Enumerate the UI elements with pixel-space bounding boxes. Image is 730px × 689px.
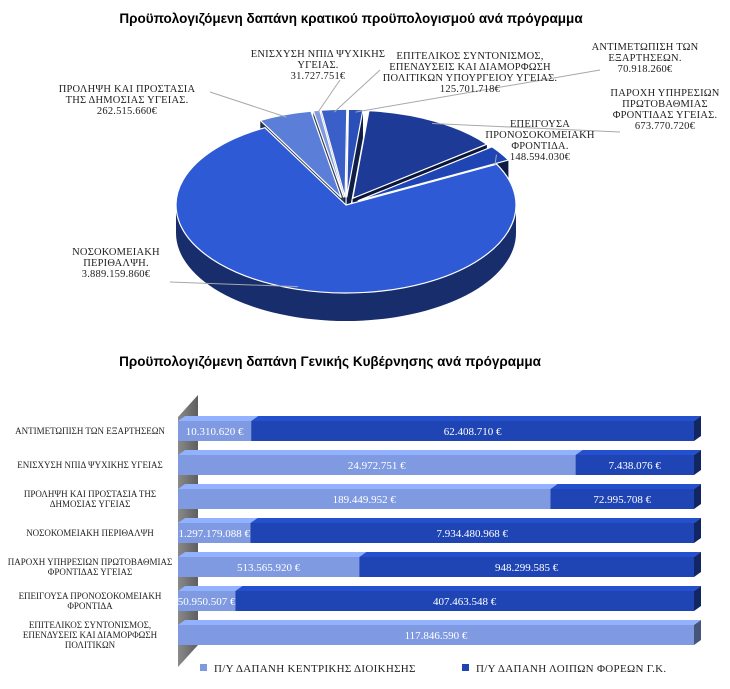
pie-value-label: 262.515.660€ xyxy=(97,106,158,117)
bar-end-cap xyxy=(694,552,701,577)
bar-other-1 xyxy=(575,455,694,475)
pie-value-label: 31.727.751€ xyxy=(291,71,346,82)
bar-top-face xyxy=(178,552,367,557)
bar-category-label: ΕΠΙΤΕΛΙΚΟΣ ΣΥΝΤΟΝΙΣΜΟΣ, ΕΠΕΝΔΥΣΕΙΣ ΚΑΙ ΔΙ… xyxy=(23,620,158,650)
bar-end-cap xyxy=(694,518,701,543)
pie-value-label: 148.594.030€ xyxy=(510,152,571,163)
bar-other-0 xyxy=(251,421,694,441)
bar-central-0 xyxy=(178,421,252,441)
pie-label-νοσοκομειακη: ΝΟΣΟΚΟΜΕΙΑΚΗ ΠΕΡΙΘΑΛΨΗ. 3.889.159.860€ xyxy=(72,247,160,280)
bar-other-2 xyxy=(550,489,694,509)
pie-leader-line xyxy=(355,69,601,113)
bar-other-3 xyxy=(250,523,694,543)
bar-value-label: 24.972.751 € xyxy=(348,460,406,472)
pie-chart-title: Προϋπολογιζόμενη δαπάνη κρατικού προϋπολ… xyxy=(119,11,583,26)
bar-category-label: ΕΝΙΣΧΥΣΗ ΝΠΙΔ ΨΥΧΙΚΗΣ ΥΓΕΙΑΣ xyxy=(17,460,162,470)
bar-value-label: 7.438.076 € xyxy=(609,460,662,472)
bar-value-label: 72.995.708 € xyxy=(593,494,651,506)
bar-end-cap xyxy=(694,620,701,645)
pie-slice-παροχη-υπηρεσιων xyxy=(351,110,489,200)
pie-slice-νοσοκομειακη xyxy=(175,126,517,294)
pie-labels: ΑΝΤΙΜΕΤΩΠΙΣΗ ΤΩΝ ΕΞΑΡΤΗΣΕΩΝ. 70.918.260€ ΠΑ… xyxy=(59,42,720,288)
bar-top-face xyxy=(178,620,701,625)
bar-category-label: ΠΡΟΛΗΨΗ ΚΑΙ ΠΡΟΣΤΑΣΙΑ ΤΗΣ ΔΗΜΟΣΙΑΣ ΥΓΕΙΑΣ xyxy=(24,489,156,509)
bar-value-label: 62.408.710 € xyxy=(444,426,502,438)
legend-swatch xyxy=(462,664,469,671)
legend-label: Π/Υ ΔΑΠΑΝΗ ΚΕΝΤΡΙΚΗΣ ΔΙΟΙΚΗΣΗΣ xyxy=(214,663,416,675)
bar-value-label: 50.950.507 € xyxy=(178,596,236,608)
bar-value-label: 7.934.480.968 € xyxy=(437,528,509,540)
bar-end-cap xyxy=(694,484,701,509)
pie-leader-line xyxy=(316,79,341,114)
bar-category-label: ΑΝΤΙΜΕΤΩΠΙΣΗ ΤΩΝ ΕΞΑΡΤΗΣΕΩΝ xyxy=(15,426,165,436)
pie-leader-line xyxy=(432,122,621,133)
bar-end-cap xyxy=(694,416,701,441)
pie-label-αντιμετωπιση-των: ΑΝΤΙΜΕΤΩΠΙΣΗ ΤΩΝ ΕΞΑΡΤΗΣΕΩΝ. 70.918.260€ xyxy=(592,42,699,75)
bar-value-label: 10.310.620 € xyxy=(186,426,244,438)
bar-end-cap xyxy=(694,586,701,611)
bar-top-face xyxy=(550,484,701,489)
bar-end-cap xyxy=(694,450,701,475)
bar-top-face xyxy=(359,552,701,557)
bar-chart-title: Προϋπολογιζόμενη δαπάνη Γενικής Κυβέρνησ… xyxy=(119,354,541,369)
bar-central-4 xyxy=(178,557,360,577)
bar-value-label: 513.565.920 € xyxy=(237,562,301,574)
bar-category-label: ΠΑΡΟΧΗ ΥΠΗΡΕΣΙΩΝ ΠΡΩΤΟΒΑΘΜΙΑΣ ΦΡΟΝΤΙΔΑΣ Υ… xyxy=(8,557,173,577)
pie-leader-line xyxy=(169,281,298,288)
pie-label-επειγουσα: ΕΠΕΙΓΟΥΣΑ ΠΡΟΝΟΣΟΚΟΜΕΙΑΚΗ ΦΡΟΝΤΙΔΑ. 148.594… xyxy=(485,119,595,163)
bar-value-label: 1.297.179.088 € xyxy=(179,528,251,540)
pie-slice-αντιμετωπιση-των xyxy=(346,108,364,198)
bar-top-face xyxy=(250,518,701,523)
bar-legend: Π/Υ ΔΑΠΑΝΗ ΚΕΝΤΡΙΚΗΣ ΔΙΟΙΚΗΣΗΣ Π/Υ ΔΑΠΑΝΗ… xyxy=(200,663,666,675)
bar-other-4 xyxy=(359,557,694,577)
pie-slice-προληψη-και-προστασια xyxy=(259,110,342,199)
pie-slice-side xyxy=(176,205,516,321)
bar-value-label: 948.299.585 € xyxy=(495,562,559,574)
bar-value-label: 189.449.952 € xyxy=(333,494,397,506)
bar-top-face xyxy=(178,416,259,421)
bar-other-5 xyxy=(235,591,695,611)
bar-top-face xyxy=(575,450,701,455)
pie-leader-line xyxy=(494,154,497,166)
pie-label-προληψη-και-προστασια: ΠΡΟΛΗΨΗ ΚΑΙ ΠΡΟΣΤΑΣΙΑ ΤΗΣ ΔΗΜΟΣΙΑΣ ΥΓΕΙΑΣ… xyxy=(59,84,196,117)
pie-value-label: 673.770.720€ xyxy=(635,121,696,132)
pie-value-label: 3.889.159.860€ xyxy=(82,269,151,280)
pie-value-label: 125.701.718€ xyxy=(440,84,501,95)
pie-leader-line xyxy=(209,91,287,118)
bar-category-label: ΕΠΕΙΓΟΥΣΑ ΠΡΟΝΟΣΟΚΟΜΕΙΑΚΗ ΦΡΟΝΤΙΔΑ xyxy=(19,591,162,611)
bar-top-face xyxy=(178,450,583,455)
pie-label-ενισχυση-νπιδ-ψυχικης: ΕΝΙΣΧΥΣΗ ΝΠΙΔ ΨΥΧΙΚΗΣ ΥΓΕΙΑΣ. 31.727.751€ xyxy=(251,49,385,82)
bar-central-1 xyxy=(178,455,576,475)
pie-leader-line xyxy=(333,69,381,113)
bar-top-face xyxy=(251,416,701,421)
bar-top-face xyxy=(178,518,258,523)
bar-central-3 xyxy=(178,523,251,543)
legend-swatch xyxy=(200,664,207,671)
legend-label: Π/Υ ΔΑΠΑΝΗ ΛΟΙΠΩΝ ΦΟΡΕΩΝ Γ.Κ. xyxy=(476,663,666,675)
bar-central-5 xyxy=(178,591,236,611)
bar-central-2 xyxy=(178,489,551,509)
pie-slice-face xyxy=(346,109,363,226)
bar-top-face xyxy=(235,586,702,591)
bar-central-6 xyxy=(178,625,694,645)
pie-label-παροχη-υπηρεσιων: ΠΑΡΟΧΗ ΥΠΗΡΕΣΙΩΝ ΠΡΩΤΟΒΑΘΜΙΑΣ ΦΡΟΝΤΙΔΑΣ ΥΓ… xyxy=(610,88,719,132)
bar-value-label: 117.846.590 € xyxy=(405,630,468,642)
bar-top-face xyxy=(178,586,243,591)
pie-label-επιτελικος-συντονισμος: ΕΠΙΤΕΛΙΚΟΣ ΣΥΝΤΟΝΙΣΜΟΣ, ΕΠΕΝΔΥΣΕΙΣ ΚΑΙ ΔΙ… xyxy=(383,51,558,95)
pie-slice-επιτελικος-συντονισμος xyxy=(320,108,348,198)
bar-value-label: 407.463.548 € xyxy=(433,596,497,608)
bar-top-face xyxy=(178,484,558,489)
bar-chart: 10.310.620 € 62.408.710 € ΑΝΤΙΜΕΤΩΠΙΣΗ ΤΩΝ… xyxy=(8,395,702,667)
pie-value-label: 70.918.260€ xyxy=(618,64,673,75)
pie-slice-επειγουσα xyxy=(357,146,510,202)
bar-category-label: ΝΟΣΟΚΟΜΕΙΑΚΗ ΠΕΡΙΘΑΛΨΗ xyxy=(26,528,154,538)
pie-chart xyxy=(175,108,517,321)
